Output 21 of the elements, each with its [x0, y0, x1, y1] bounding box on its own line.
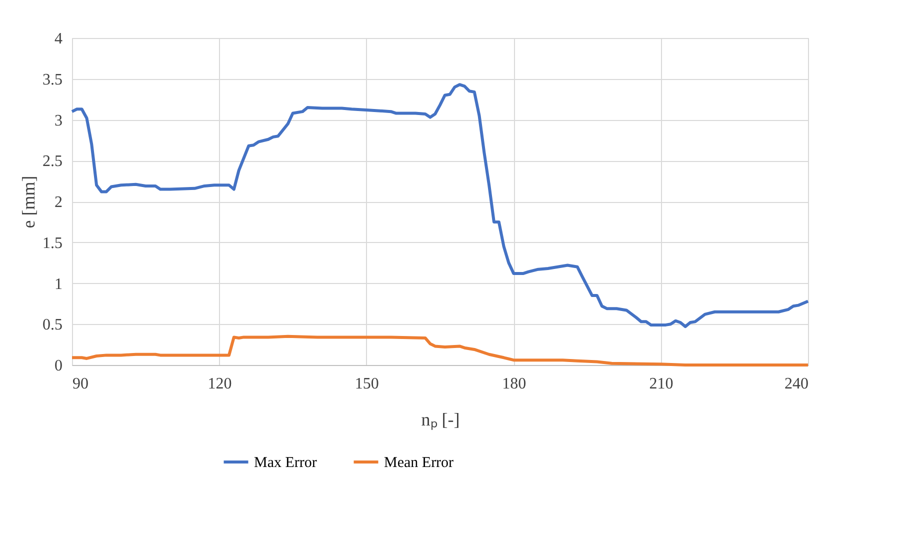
y-tick-label: 0	[54, 358, 62, 374]
line-series	[70, 334, 810, 366]
x-axis-title: nₚ [-]	[421, 410, 460, 430]
legend-label: Mean Error	[384, 455, 454, 471]
x-tick-label: 240	[784, 376, 808, 392]
y-tick-label: 1	[54, 276, 62, 293]
x-tick-label: 180	[502, 376, 526, 392]
y-tick-label: 2	[54, 194, 62, 211]
x-tick-label: 90	[72, 376, 88, 392]
y-tick-label: 3.5	[42, 71, 62, 88]
y-tick-label: 3	[54, 112, 62, 130]
y-tick-label: 4	[54, 30, 62, 48]
y-tick-label: 2.5	[42, 153, 62, 170]
y-tick-label: 0.5	[42, 316, 62, 334]
x-tick-label: 210	[649, 376, 674, 392]
x-tick-label: 120	[208, 376, 232, 392]
legend-label: Max Error	[254, 455, 317, 471]
y-axis-title: e [mm]	[18, 176, 38, 228]
line-series	[70, 83, 810, 328]
x-tick-label: 150	[354, 376, 379, 392]
y-tick-label: 1.5	[42, 234, 62, 252]
